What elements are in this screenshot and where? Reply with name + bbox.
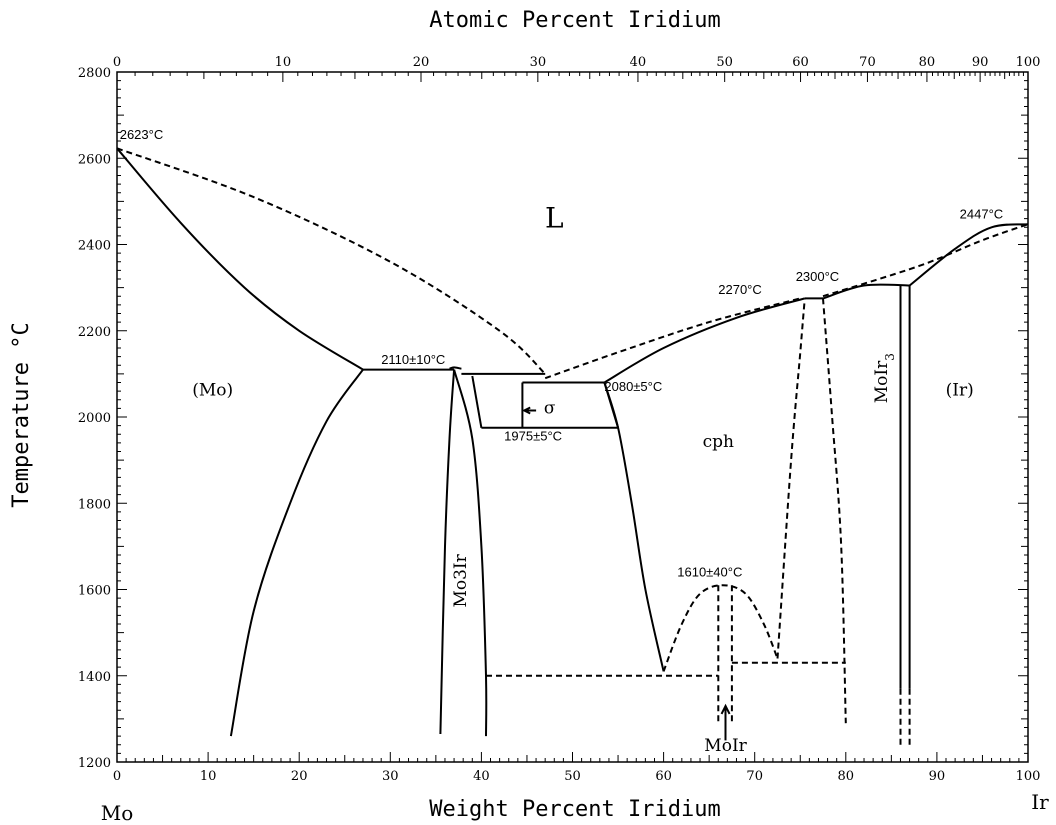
temperature-annotation: 2270°C	[718, 282, 762, 297]
x-tick-label: 10	[200, 769, 217, 784]
phase-boundaries	[116, 147, 1029, 745]
y-tick-label: 2000	[78, 411, 111, 426]
y-tick-label: 2800	[78, 66, 111, 81]
top-tick-label: 100	[1016, 55, 1041, 70]
curve-mo-solvus	[229, 369, 364, 737]
moir-arrowhead	[720, 703, 731, 715]
x-tick-label: 70	[746, 769, 763, 784]
temperature-annotation: 2300°C	[796, 269, 840, 284]
temperature-annotation: 1610±40°C	[677, 565, 742, 580]
top-tick-label: 90	[972, 55, 989, 70]
axis-ticks: 0 10 20 30 40 50 60 70 80 90 100120014001600180020…	[78, 55, 1041, 784]
phase-label: (Mo)	[192, 380, 233, 400]
y-axis-title: Temperature °C	[9, 322, 34, 507]
curve-mo3ir-left	[439, 369, 456, 735]
y-tick-label: 1400	[78, 670, 111, 685]
temperature-annotation: 2447°C	[960, 207, 1004, 222]
x-tick-label: 20	[291, 769, 308, 784]
plot-frame	[116, 71, 1029, 763]
curve-mo3ir-right	[453, 369, 488, 737]
top-axis-title: Atomic Percent Iridium	[429, 8, 720, 33]
curve-cph-ordering-right-dashed	[822, 298, 847, 724]
sigma-arrowhead	[521, 406, 531, 415]
curve-moir-dome	[662, 584, 779, 672]
curve-liquidus-right-ir	[908, 223, 1029, 287]
phase-label: (Ir)	[946, 380, 974, 400]
phase-label: cph	[703, 432, 734, 452]
x-tick-label: 60	[655, 769, 672, 784]
x-tick-label: 90	[929, 769, 946, 784]
x-tick-label: 40	[473, 769, 490, 784]
curve-liquidus-left	[116, 147, 364, 371]
curve-solidus-right-ir	[822, 223, 1029, 298]
curve-mo3ir-dome-peak	[449, 366, 462, 370]
phase-label: MoIr	[704, 736, 747, 756]
top-tick-label: 70	[859, 55, 876, 70]
y-tick-label: 2400	[78, 239, 111, 254]
bottom-axis-title: Weight Percent Iridium	[429, 797, 720, 822]
top-tick-label: 80	[919, 55, 936, 70]
x-tick-label: 100	[1016, 769, 1041, 784]
temperature-annotation: 2080±5°C	[604, 379, 662, 394]
top-tick-label: 10	[275, 55, 292, 70]
x-tick-label: 50	[564, 769, 581, 784]
y-tick-label: 2200	[78, 325, 111, 340]
phase-label: L	[545, 201, 564, 234]
right-end-label-ir: Ir	[1031, 790, 1049, 814]
plot-area-border	[116, 71, 1029, 763]
y-tick-label: 1800	[78, 497, 111, 512]
top-tick-label: 60	[792, 55, 809, 70]
x-tick-label: 30	[382, 769, 399, 784]
phase-label: MoIr3	[872, 353, 897, 403]
top-tick-label: 50	[716, 55, 733, 70]
x-tick-label: 80	[838, 769, 855, 784]
phase-labels: 2623°C 2447°C 2270°C 2300°C 2110±10°C 2080±5°…	[120, 127, 1003, 756]
top-tick-label: 30	[530, 55, 547, 70]
curve-peritectic-2300	[822, 283, 910, 300]
curve-cph-ordering-left-dashed	[776, 298, 806, 659]
top-tick-label: 20	[413, 55, 430, 70]
curve-solidus-right-cph	[544, 297, 801, 380]
y-tick-label: 1600	[78, 584, 111, 599]
top-tick-label: 0	[113, 55, 121, 70]
phase-label: Mo3Ir	[451, 553, 471, 607]
curve-liquidus-right-cph	[603, 297, 806, 384]
curve-sigma-left	[471, 375, 483, 428]
y-tick-label: 1200	[78, 756, 111, 771]
left-end-label-mo: Mo	[101, 801, 134, 825]
phase-label: σ	[544, 399, 556, 419]
temperature-annotation: 2623°C	[120, 127, 164, 142]
x-tick-label: 0	[113, 769, 121, 784]
temperature-annotation: 2110±10°C	[381, 352, 445, 367]
curve-solidus-left-dashed	[116, 147, 546, 375]
top-tick-label: 40	[630, 55, 647, 70]
curve-cph-left-boundary	[603, 382, 665, 672]
temperature-annotation: 1975±5°C	[504, 429, 562, 444]
y-tick-label: 2600	[78, 152, 111, 167]
